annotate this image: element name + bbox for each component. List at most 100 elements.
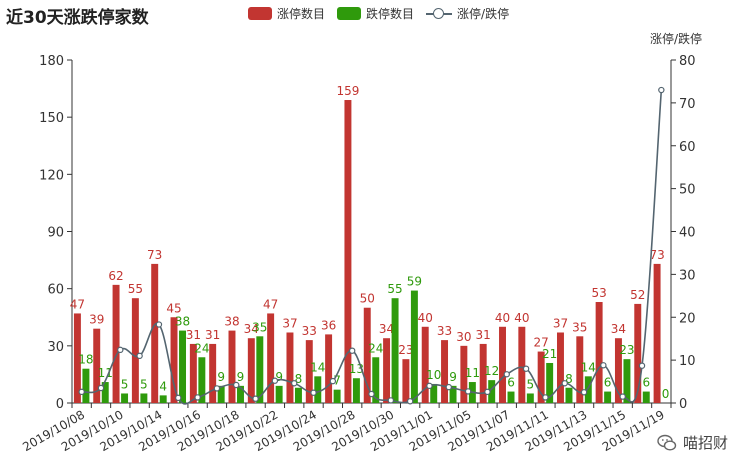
bar-down-label: 24 bbox=[368, 341, 383, 355]
bar-down bbox=[294, 387, 302, 403]
bar-down bbox=[565, 387, 573, 403]
bar-down-label: 24 bbox=[194, 341, 209, 355]
bar-down-label: 5 bbox=[527, 377, 535, 391]
y-right-tick-label: 0 bbox=[679, 397, 687, 412]
bar-down-label: 12 bbox=[484, 364, 499, 378]
bar-down bbox=[314, 376, 322, 403]
bar-up-label: 35 bbox=[572, 320, 587, 334]
ratio-point bbox=[561, 380, 568, 387]
bar-down bbox=[159, 395, 167, 403]
y-left-tick-label: 90 bbox=[47, 226, 64, 241]
bar-down bbox=[391, 298, 399, 403]
legend-swatch-down bbox=[337, 7, 362, 20]
legend-label-up: 涨停数目 bbox=[277, 7, 326, 21]
bar-up-label: 52 bbox=[630, 288, 645, 302]
bar-up bbox=[499, 326, 506, 403]
ratio-point bbox=[213, 385, 221, 392]
bar-up bbox=[363, 307, 371, 403]
bar-up bbox=[93, 328, 101, 403]
bar-up bbox=[441, 340, 449, 403]
y-left-tick-label: 150 bbox=[39, 111, 64, 126]
bar-down-label: 23 bbox=[619, 343, 634, 357]
bar-down-label: 4 bbox=[159, 379, 167, 393]
bar-down bbox=[140, 393, 148, 403]
y-left-tick-label: 60 bbox=[47, 283, 64, 298]
bar-up-label: 73 bbox=[649, 248, 664, 262]
bar-down bbox=[101, 382, 109, 403]
legend-label-down: 跌停数目 bbox=[366, 7, 415, 21]
bar-down-label: 9 bbox=[449, 370, 457, 384]
bar-down-label: 9 bbox=[275, 370, 283, 384]
bar-down bbox=[449, 385, 457, 403]
bar-up-label: 37 bbox=[553, 316, 568, 330]
bar-down-label: 11 bbox=[465, 366, 480, 380]
bar-up-label: 34 bbox=[379, 322, 394, 336]
bar-down-label: 38 bbox=[175, 315, 190, 329]
bar-down-label: 9 bbox=[237, 370, 245, 384]
bar-up bbox=[576, 336, 584, 403]
ratio-point bbox=[387, 397, 395, 404]
bar-up bbox=[614, 338, 622, 403]
bar-down-label: 9 bbox=[217, 370, 225, 384]
bar-down-label: 14 bbox=[310, 360, 325, 374]
bar-up-label: 34 bbox=[611, 322, 626, 336]
y-right-tick-label: 30 bbox=[679, 268, 696, 283]
watermark: 喵招财 bbox=[657, 432, 728, 453]
ratio-point bbox=[503, 371, 510, 378]
bar-down bbox=[352, 378, 360, 403]
ratio-point bbox=[310, 389, 317, 396]
bar-up-label: 40 bbox=[514, 311, 529, 325]
bar-up bbox=[421, 326, 429, 403]
ratio-point bbox=[522, 365, 530, 372]
bar-down bbox=[179, 330, 187, 403]
bar-up bbox=[228, 330, 236, 403]
bar-down-label: 6 bbox=[507, 376, 515, 390]
bar-down bbox=[333, 389, 341, 403]
bar-up bbox=[653, 263, 661, 403]
bar-down-label: 8 bbox=[565, 372, 573, 386]
legend-label-ratio: 涨停/跌停 bbox=[457, 7, 510, 21]
bar-up bbox=[325, 334, 333, 403]
bar-up-label: 31 bbox=[476, 328, 491, 342]
legend: 涨停数目 跌停数目 涨停/跌停 bbox=[248, 5, 521, 22]
y-right-tick-label: 50 bbox=[679, 183, 696, 198]
ratio-point bbox=[78, 388, 85, 396]
legend-item-up[interactable]: 涨停数目 bbox=[248, 5, 325, 22]
y-right-tick-label: 20 bbox=[679, 311, 696, 326]
legend-swatch-up bbox=[248, 7, 272, 20]
bar-down-label: 8 bbox=[295, 372, 303, 386]
y-right-tick-label: 10 bbox=[679, 354, 696, 369]
bar-up bbox=[402, 359, 410, 403]
legend-line-ratio-icon bbox=[426, 7, 453, 20]
wechat-icon bbox=[657, 434, 677, 451]
ratio-line bbox=[81, 89, 663, 405]
bar-up bbox=[267, 313, 275, 403]
ratio-point bbox=[348, 347, 356, 354]
bar-down-label: 55 bbox=[387, 282, 402, 296]
legend-item-down[interactable]: 跌停数目 bbox=[337, 5, 414, 22]
bar-up bbox=[112, 284, 120, 403]
bar-down-label: 5 bbox=[121, 377, 129, 391]
bar-up-label: 34 bbox=[244, 322, 259, 336]
ratio-point bbox=[580, 389, 588, 396]
bar-up bbox=[189, 343, 197, 403]
bar-up-label: 37 bbox=[282, 316, 297, 330]
bar-down bbox=[275, 385, 283, 403]
bar-down-label: 5 bbox=[140, 377, 148, 391]
bar-up-label: 39 bbox=[89, 313, 104, 327]
ratio-point bbox=[97, 384, 105, 392]
bar-up-label: 45 bbox=[166, 301, 181, 315]
bar-up-label: 53 bbox=[591, 286, 606, 300]
bar-down-label: 6 bbox=[642, 376, 650, 390]
bar-down bbox=[372, 357, 380, 403]
ratio-point bbox=[194, 394, 201, 401]
ratio-point bbox=[445, 383, 452, 391]
bar-up-label: 50 bbox=[360, 292, 375, 306]
ratio-point bbox=[638, 362, 646, 369]
ratio-point bbox=[464, 388, 472, 395]
legend-item-ratio[interactable]: 涨停/跌停 bbox=[426, 5, 509, 22]
bar-up bbox=[131, 298, 139, 403]
bar-down-label: 10 bbox=[426, 368, 441, 382]
bar-up bbox=[286, 332, 294, 403]
